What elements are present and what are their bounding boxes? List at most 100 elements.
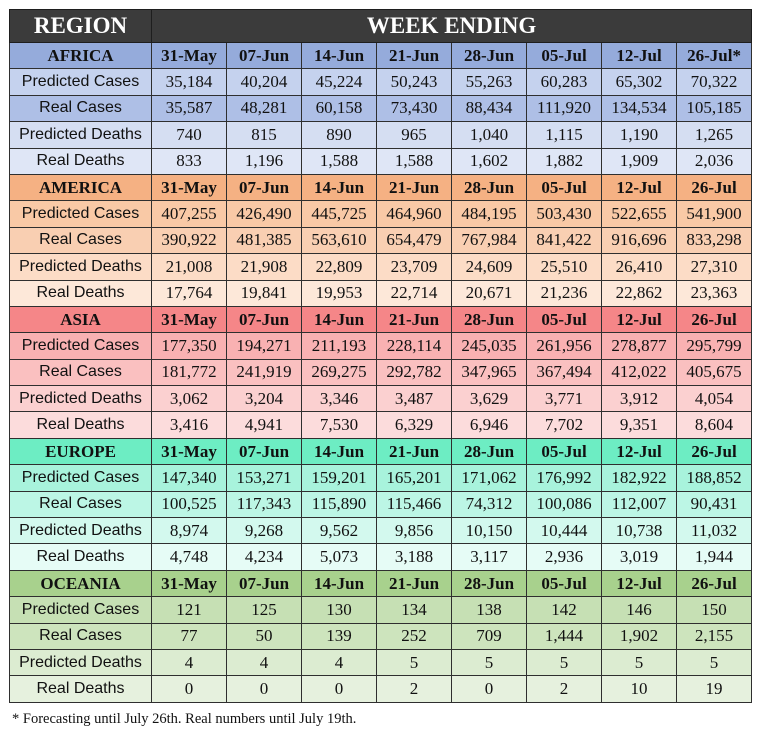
data-cell: 21,236 — [526, 279, 602, 307]
data-cell: 1,115 — [526, 121, 602, 149]
data-cell: 767,984 — [451, 226, 527, 255]
table-row: Real Cases 181,772 241,919 269,275 292,782 34… — [9, 358, 753, 387]
week-label: 12-Jul — [601, 41, 677, 70]
data-cell: 70,322 — [675, 68, 753, 96]
data-cell: 7,530 — [301, 411, 377, 439]
data-cell: 115,890 — [301, 490, 377, 519]
metric-label: Real Cases — [9, 226, 152, 255]
week-label: 28-Jun — [451, 305, 527, 334]
data-cell: 522,655 — [601, 200, 677, 228]
data-cell: 117,343 — [226, 490, 302, 519]
week-label: 31-May — [151, 437, 227, 466]
data-cell: 563,610 — [301, 226, 377, 255]
data-cell: 412,022 — [601, 358, 677, 387]
table-header-row: REGION WEEK ENDING — [9, 9, 753, 43]
data-cell: 142 — [526, 596, 602, 624]
week-label: 12-Jul — [601, 305, 677, 334]
week-label: 05-Jul — [526, 41, 602, 70]
data-cell: 541,900 — [675, 200, 753, 228]
metric-label: Predicted Deaths — [9, 253, 152, 281]
data-cell: 7,702 — [526, 411, 602, 439]
data-cell: 1,602 — [451, 147, 527, 175]
table-row: Predicted Cases 35,184 40,204 45,224 50,243 5… — [9, 68, 753, 96]
table-row: Predicted Cases 121 125 130 134 138 142 146 150 — [9, 596, 753, 624]
data-cell: 916,696 — [601, 226, 677, 255]
data-cell: 261,956 — [526, 332, 602, 360]
data-cell: 4,941 — [226, 411, 302, 439]
week-label: 28-Jun — [451, 569, 527, 598]
table-row: Predicted Cases 177,350 194,271 211,193 228,… — [9, 332, 753, 360]
footnote: * Forecasting until July 26th. Real numb… — [12, 711, 357, 727]
data-cell: 105,185 — [675, 94, 753, 123]
data-cell: 2,155 — [675, 622, 753, 650]
data-cell: 445,725 — [301, 200, 377, 228]
data-cell: 134 — [376, 596, 452, 624]
data-cell: 139 — [301, 622, 377, 650]
week-label: 12-Jul — [601, 437, 677, 466]
week-label: 28-Jun — [451, 41, 527, 70]
data-cell: 21,908 — [226, 253, 302, 281]
week-label: 07-Jun — [226, 437, 302, 466]
data-cell: 4 — [151, 648, 227, 677]
data-cell: 0 — [301, 675, 377, 703]
data-cell: 5,073 — [301, 543, 377, 571]
data-cell: 833 — [151, 147, 227, 175]
week-label: 26-Jul — [675, 569, 753, 598]
data-cell: 740 — [151, 121, 227, 149]
table-row: Predicted Deaths 740 815 890 965 1,040 1,115 1,… — [9, 121, 753, 149]
data-cell: 115,466 — [376, 490, 452, 519]
week-label: 14-Jun — [301, 41, 377, 70]
data-cell: 211,193 — [301, 332, 377, 360]
data-cell: 3,346 — [301, 385, 377, 413]
metric-label: Predicted Cases — [9, 332, 152, 360]
data-cell: 90,431 — [675, 490, 753, 519]
data-cell: 27,310 — [675, 253, 753, 281]
data-cell: 2,936 — [526, 543, 602, 571]
data-cell: 130 — [301, 596, 377, 624]
data-cell: 6,329 — [376, 411, 452, 439]
data-cell: 194,271 — [226, 332, 302, 360]
week-label: 21-Jun — [376, 173, 452, 202]
covid-forecast-table: REGION WEEK ENDING AFRICA 31-May 07-Jun 14-… — [9, 9, 753, 703]
data-cell: 295,799 — [675, 332, 753, 360]
table-row: Real Deaths 4,748 4,234 5,073 3,188 3,117 2,93… — [9, 543, 753, 571]
data-cell: 21,008 — [151, 253, 227, 281]
data-cell: 188,852 — [675, 464, 753, 492]
data-cell: 22,714 — [376, 279, 452, 307]
data-cell: 241,919 — [226, 358, 302, 387]
data-cell: 17,764 — [151, 279, 227, 307]
table-row: Predicted Cases 147,340 153,271 159,201 165,… — [9, 464, 753, 492]
data-cell: 121 — [151, 596, 227, 624]
table-row: Real Cases 35,587 48,281 60,158 73,430 88,434… — [9, 94, 753, 123]
data-cell: 1,444 — [526, 622, 602, 650]
data-cell: 19,841 — [226, 279, 302, 307]
data-cell: 815 — [226, 121, 302, 149]
data-cell: 153,271 — [226, 464, 302, 492]
data-cell: 60,283 — [526, 68, 602, 96]
metric-label: Predicted Deaths — [9, 385, 152, 413]
data-cell: 171,062 — [451, 464, 527, 492]
week-label: 21-Jun — [376, 41, 452, 70]
region-header-row: AFRICA 31-May 07-Jun 14-Jun 21-Jun 28-Jun 05-J… — [9, 41, 753, 70]
data-cell: 4,054 — [675, 385, 753, 413]
region-name: EUROPE — [9, 437, 152, 466]
data-cell: 245,035 — [451, 332, 527, 360]
data-cell: 347,965 — [451, 358, 527, 387]
region-name: ASIA — [9, 305, 152, 334]
region-name: OCEANIA — [9, 569, 152, 598]
table-row: Predicted Deaths 21,008 21,908 22,809 23,709… — [9, 253, 753, 281]
data-cell: 3,204 — [226, 385, 302, 413]
data-cell: 165,201 — [376, 464, 452, 492]
metric-label: Real Deaths — [9, 675, 152, 703]
data-cell: 26,410 — [601, 253, 677, 281]
metric-label: Predicted Cases — [9, 596, 152, 624]
metric-label: Predicted Deaths — [9, 517, 152, 545]
metric-label: Predicted Deaths — [9, 121, 152, 149]
metric-label: Real Deaths — [9, 543, 152, 571]
data-cell: 367,494 — [526, 358, 602, 387]
week-label: 07-Jun — [226, 305, 302, 334]
data-cell: 841,422 — [526, 226, 602, 255]
data-cell: 407,255 — [151, 200, 227, 228]
week-label: 26-Jul — [675, 437, 753, 466]
data-cell: 150 — [675, 596, 753, 624]
